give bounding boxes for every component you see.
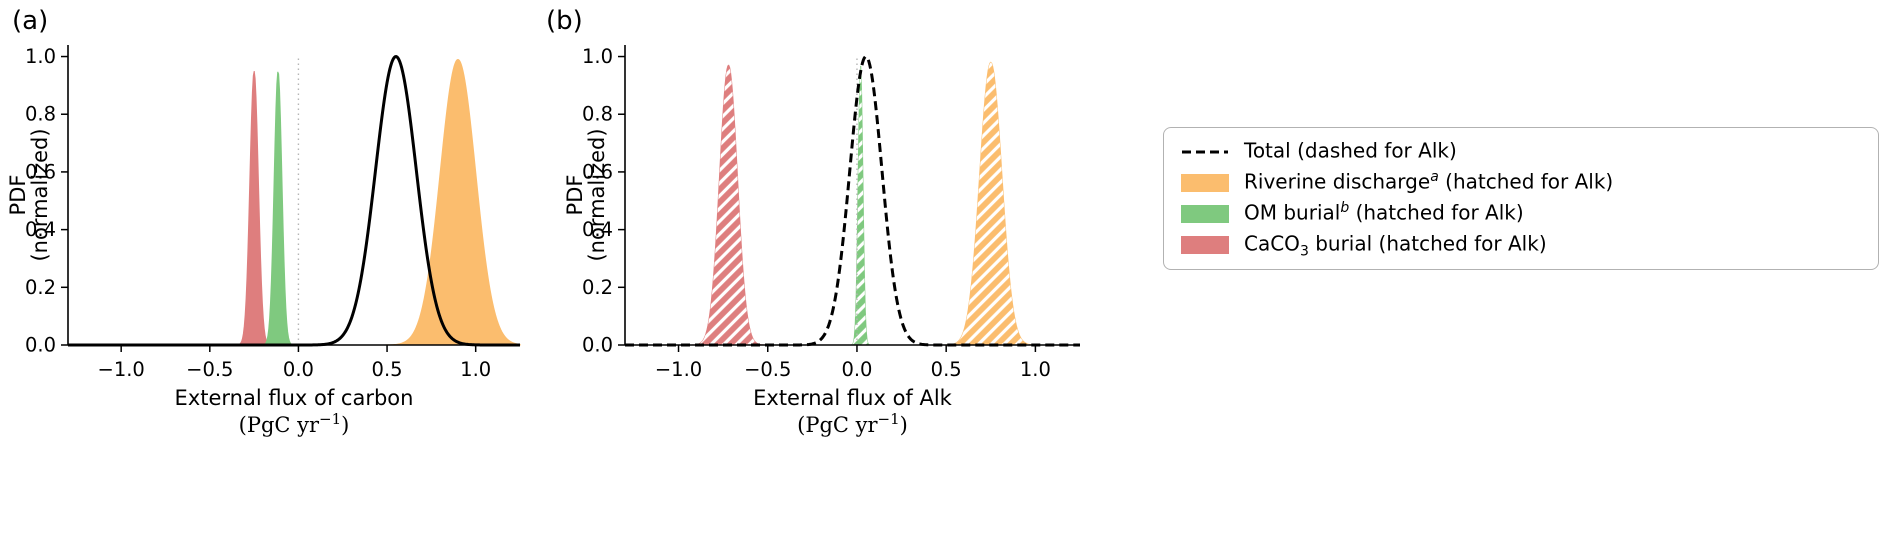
x-tick-label: 0.0: [841, 358, 872, 381]
legend-item-total: Total (dashed for Alk): [1181, 138, 1861, 164]
y-tick-label: 0.8: [25, 103, 56, 126]
panel-a-label: (a): [12, 6, 49, 36]
legend-item-riverine-discharge: Riverine dischargea (hatched for Alk): [1181, 168, 1861, 195]
y-tick-label: 0.6: [582, 160, 613, 183]
y-tick-label: 0.4: [25, 218, 56, 241]
x-tick-label: −0.5: [186, 358, 233, 381]
x-tick-label: −1.0: [97, 358, 144, 381]
x-tick-label: 1.0: [1020, 358, 1051, 381]
y-tick-label: 0.2: [25, 276, 56, 299]
y-tick-label: 0.6: [25, 160, 56, 183]
y-tick-label: 0.0: [582, 334, 613, 357]
y-tick-label: 0.2: [582, 276, 613, 299]
legend-label-riverine-discharge: Riverine dischargea (hatched for Alk): [1244, 168, 1614, 194]
x-tick-label: −0.5: [744, 358, 791, 381]
x-tick-label: 0.5: [372, 358, 403, 381]
riverine-discharge-swatch: [1181, 174, 1229, 192]
y-tick-label: 0.0: [25, 334, 56, 357]
x-tick-label: 0.0: [283, 358, 314, 381]
legend: Total (dashed for Alk) Riverine discharg…: [1163, 127, 1879, 270]
x-tick-label: 0.5: [931, 358, 962, 381]
x-axis-unit: (PgC yr−1): [797, 410, 908, 437]
y-tick-label: 1.0: [582, 45, 613, 68]
chart-panel-b: −1.0 −0.5 0.0 0.5 1.0 0.0 0.2 0.4 0.6 0.8 1.0 Exter…: [563, 45, 1080, 437]
series-caco3-burial-hatch: [625, 65, 1080, 346]
y-tick-label: 1.0: [25, 45, 56, 68]
y-axis-label: PDF(normalized): [6, 128, 52, 261]
y-axis-label: PDF(normalized): [563, 128, 609, 261]
x-axis-unit: (PgC yr−1): [239, 410, 350, 437]
x-axis-label: External flux of carbon: [175, 386, 414, 410]
legend-item-caco3-burial: CaCO3 burial (hatched for Alk): [1181, 231, 1861, 260]
legend-label-total: Total (dashed for Alk): [1244, 138, 1457, 163]
om-burial-swatch: [1181, 205, 1229, 223]
panel-b-label: (b): [546, 6, 583, 36]
legend-label-caco3-burial: CaCO3 burial (hatched for Alk): [1244, 231, 1547, 260]
y-tick-label: 0.4: [582, 218, 613, 241]
legend-label-om-burial: OM burialb (hatched for Alk): [1244, 199, 1524, 225]
x-tick-label: −1.0: [655, 358, 702, 381]
total-dashed-line-swatch: [1182, 150, 1228, 154]
series-riverine-discharge-hatch: [625, 62, 1080, 346]
x-axis-label: External flux of Alk: [753, 386, 953, 410]
y-tick-label: 0.8: [582, 103, 613, 126]
series-riverine-discharge-fill: [68, 58, 521, 346]
chart-panel-a: −1.0 −0.5 0.0 0.5 1.0 0.0 0.2 0.4 0.6 0.8 1.0 Exter…: [6, 45, 521, 437]
caco3-burial-swatch: [1181, 236, 1229, 254]
legend-item-om-burial: OM burialb (hatched for Alk): [1181, 199, 1861, 226]
x-tick-label: 1.0: [460, 358, 491, 381]
